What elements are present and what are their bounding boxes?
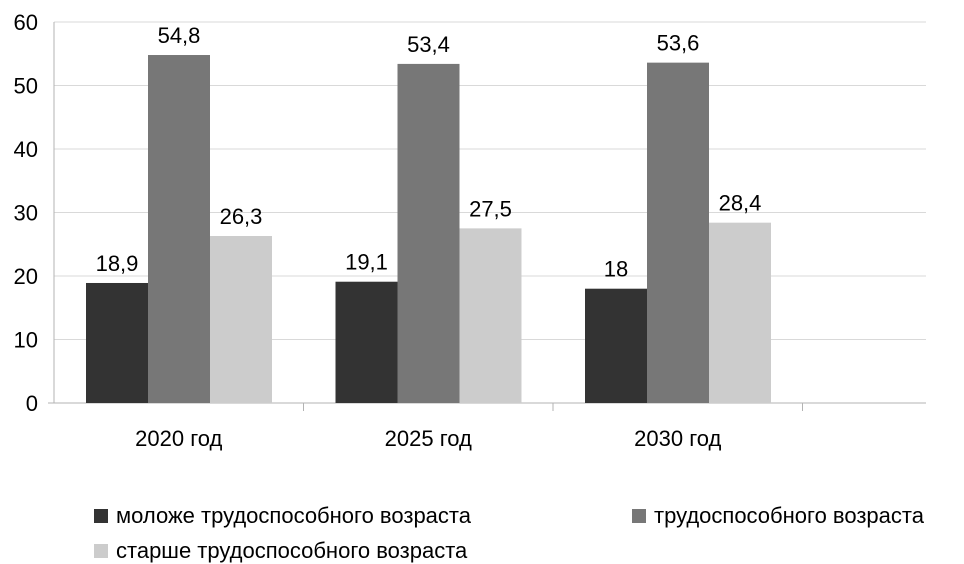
bar <box>86 282 148 403</box>
bar <box>585 288 647 403</box>
data-label: 53,6 <box>657 31 700 56</box>
x-category-label: 2025 год <box>385 426 472 451</box>
bar <box>459 228 522 403</box>
data-label: 18,9 <box>96 251 139 276</box>
bar <box>148 55 210 404</box>
y-tick-label: 20 <box>14 264 38 289</box>
y-tick-label: 40 <box>14 137 38 162</box>
data-label: 26,3 <box>220 204 263 229</box>
y-tick-label: 0 <box>26 391 38 416</box>
y-tick-label: 30 <box>14 201 38 226</box>
bar <box>335 281 398 403</box>
data-label: 19,1 <box>345 250 388 275</box>
y-tick-label: 50 <box>14 74 38 99</box>
bar <box>210 235 272 403</box>
y-tick-label: 60 <box>14 10 38 35</box>
bar <box>397 63 460 403</box>
data-label: 18 <box>604 257 628 282</box>
data-label: 54,8 <box>158 23 201 48</box>
x-category-label: 2020 год <box>135 426 222 451</box>
bar <box>647 62 709 403</box>
y-tick-label: 10 <box>14 328 38 353</box>
data-label: 27,5 <box>469 196 512 221</box>
data-label: 28,4 <box>719 191 762 216</box>
data-label: 53,4 <box>407 32 450 57</box>
x-category-label: 2030 год <box>634 426 721 451</box>
bar <box>709 222 771 403</box>
